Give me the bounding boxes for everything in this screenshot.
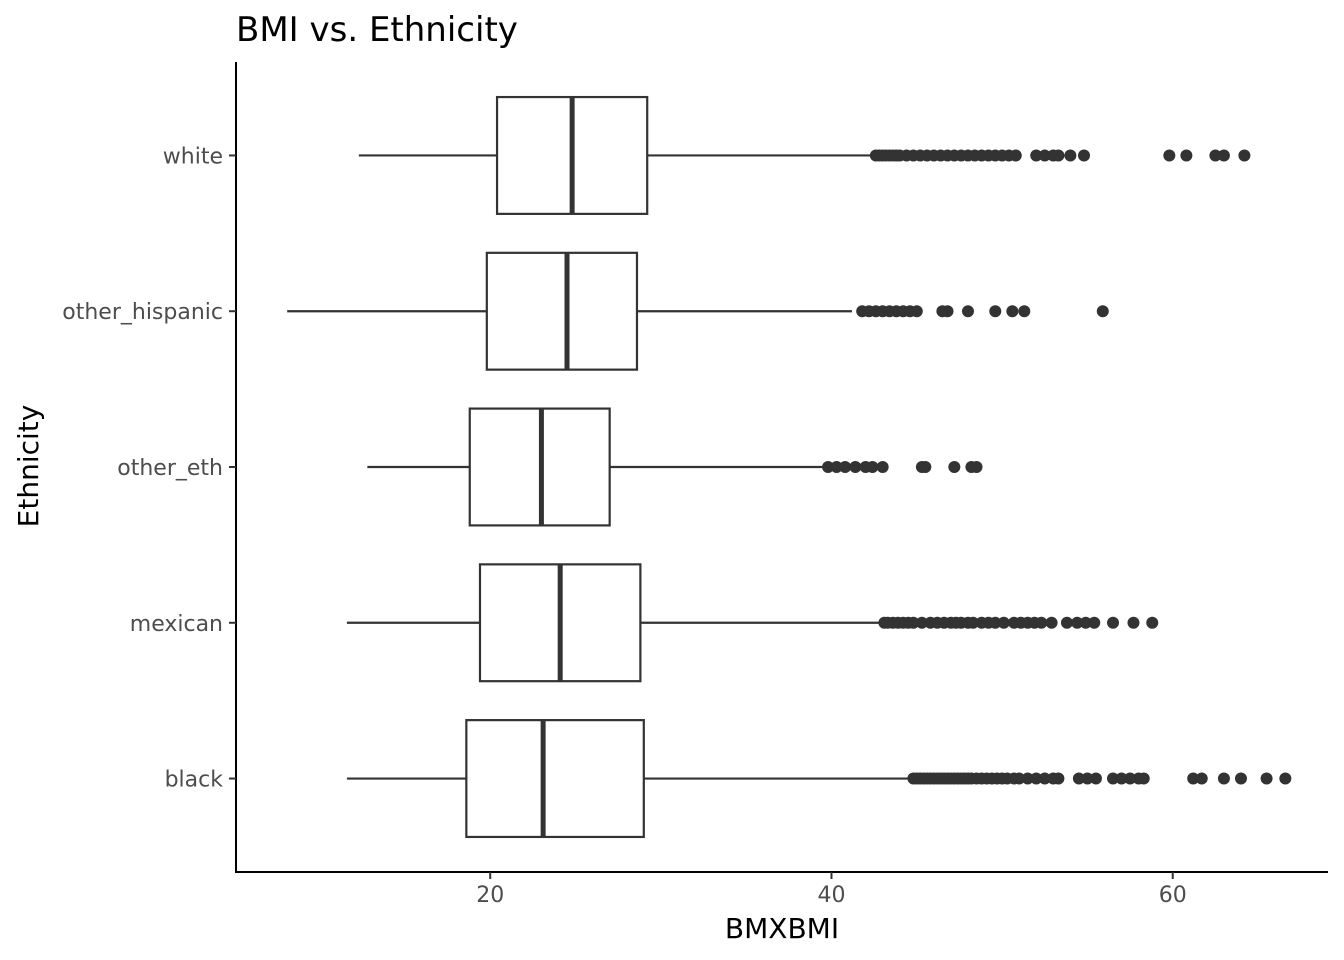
- outlier-point: [1030, 772, 1043, 785]
- y-axis-title: Ethnicity: [12, 405, 45, 528]
- outlier-point: [1115, 772, 1128, 785]
- outlier-point: [961, 305, 974, 318]
- outlier-point: [1187, 772, 1200, 785]
- outlier-point: [1146, 616, 1159, 629]
- outlier-point: [1038, 149, 1051, 162]
- outlier-point: [876, 461, 889, 473]
- outlier-point: [1195, 772, 1208, 785]
- outlier-point: [1209, 149, 1222, 162]
- y-tick-label: other_eth: [117, 456, 223, 481]
- x-tick-label: 60: [1159, 883, 1187, 908]
- outlier-point: [1009, 149, 1022, 162]
- outlier-point: [1238, 149, 1251, 162]
- outlier-point: [910, 305, 923, 318]
- outlier-point: [1107, 616, 1120, 629]
- outlier-point: [915, 616, 928, 629]
- outlier-point: [989, 305, 1002, 318]
- outlier-point: [1217, 772, 1230, 785]
- box-group-white: [358, 95, 1251, 215]
- box-group-other_eth: [367, 407, 983, 527]
- outlier-point: [997, 616, 1010, 629]
- outlier-point: [919, 461, 932, 473]
- outlier-point: [1045, 616, 1058, 629]
- outlier-point: [1089, 772, 1102, 785]
- outlier-point: [1279, 772, 1292, 785]
- outlier-point: [970, 461, 983, 473]
- outlier-point: [822, 461, 835, 473]
- outlier-point: [989, 616, 1002, 629]
- outlier-point: [1124, 772, 1137, 785]
- outlier-point: [1088, 616, 1101, 629]
- outlier-point: [1127, 616, 1140, 629]
- box-group-mexican: [346, 563, 1159, 683]
- outlier-point: [1137, 772, 1150, 785]
- outlier-point: [1260, 772, 1273, 785]
- outlier-point: [1035, 616, 1048, 629]
- outlier-point: [1096, 305, 1109, 318]
- y-tick-label: black: [165, 768, 224, 793]
- outlier-point: [1081, 772, 1094, 785]
- box-group-other_hispanic: [287, 251, 1109, 371]
- outlier-point: [866, 461, 879, 473]
- y-tick-label: white: [163, 144, 223, 169]
- box-group-black: [346, 719, 1292, 839]
- x-tick-label: 20: [476, 883, 504, 908]
- outlier-point: [948, 461, 961, 473]
- outlier-point: [1021, 772, 1034, 785]
- x-tick-label: 40: [817, 883, 845, 908]
- outlier-point: [1234, 772, 1247, 785]
- outlier-point: [1006, 305, 1019, 318]
- outlier-point: [1163, 149, 1176, 162]
- boxes-layer: [287, 95, 1292, 839]
- outlier-point: [1107, 772, 1120, 785]
- chart-title: BMI vs. Ethnicity: [236, 10, 518, 50]
- box-black: [465, 719, 645, 839]
- y-tick-label: mexican: [130, 612, 223, 637]
- x-axis-title: BMXBMI: [725, 912, 839, 945]
- outlier-point: [1052, 149, 1065, 162]
- outlier-point: [1078, 149, 1091, 162]
- outlier-point: [1071, 616, 1084, 629]
- outlier-point: [1013, 772, 1026, 785]
- outlier-point: [907, 616, 920, 629]
- outlier-point: [830, 461, 843, 473]
- outlier-point: [1217, 149, 1230, 162]
- outlier-point: [1030, 149, 1043, 162]
- outlier-point: [1180, 149, 1193, 162]
- outlier-point: [1072, 772, 1085, 785]
- outlier-point: [1060, 616, 1073, 629]
- outlier-point: [839, 461, 852, 473]
- outlier-point: [1038, 772, 1051, 785]
- axes-layer: 20 40 60 black mexican other_eth other_hispani…: [62, 62, 1328, 908]
- box-other_hispanic: [485, 251, 639, 371]
- outlier-point: [967, 616, 980, 629]
- outlier-point: [1064, 149, 1077, 162]
- outlier-point: [849, 461, 862, 473]
- y-tick-label: other_hispanic: [62, 300, 223, 325]
- outlier-point: [1079, 616, 1092, 629]
- outlier-point: [1052, 772, 1065, 785]
- outlier-point: [1018, 305, 1031, 318]
- outlier-point: [941, 305, 954, 318]
